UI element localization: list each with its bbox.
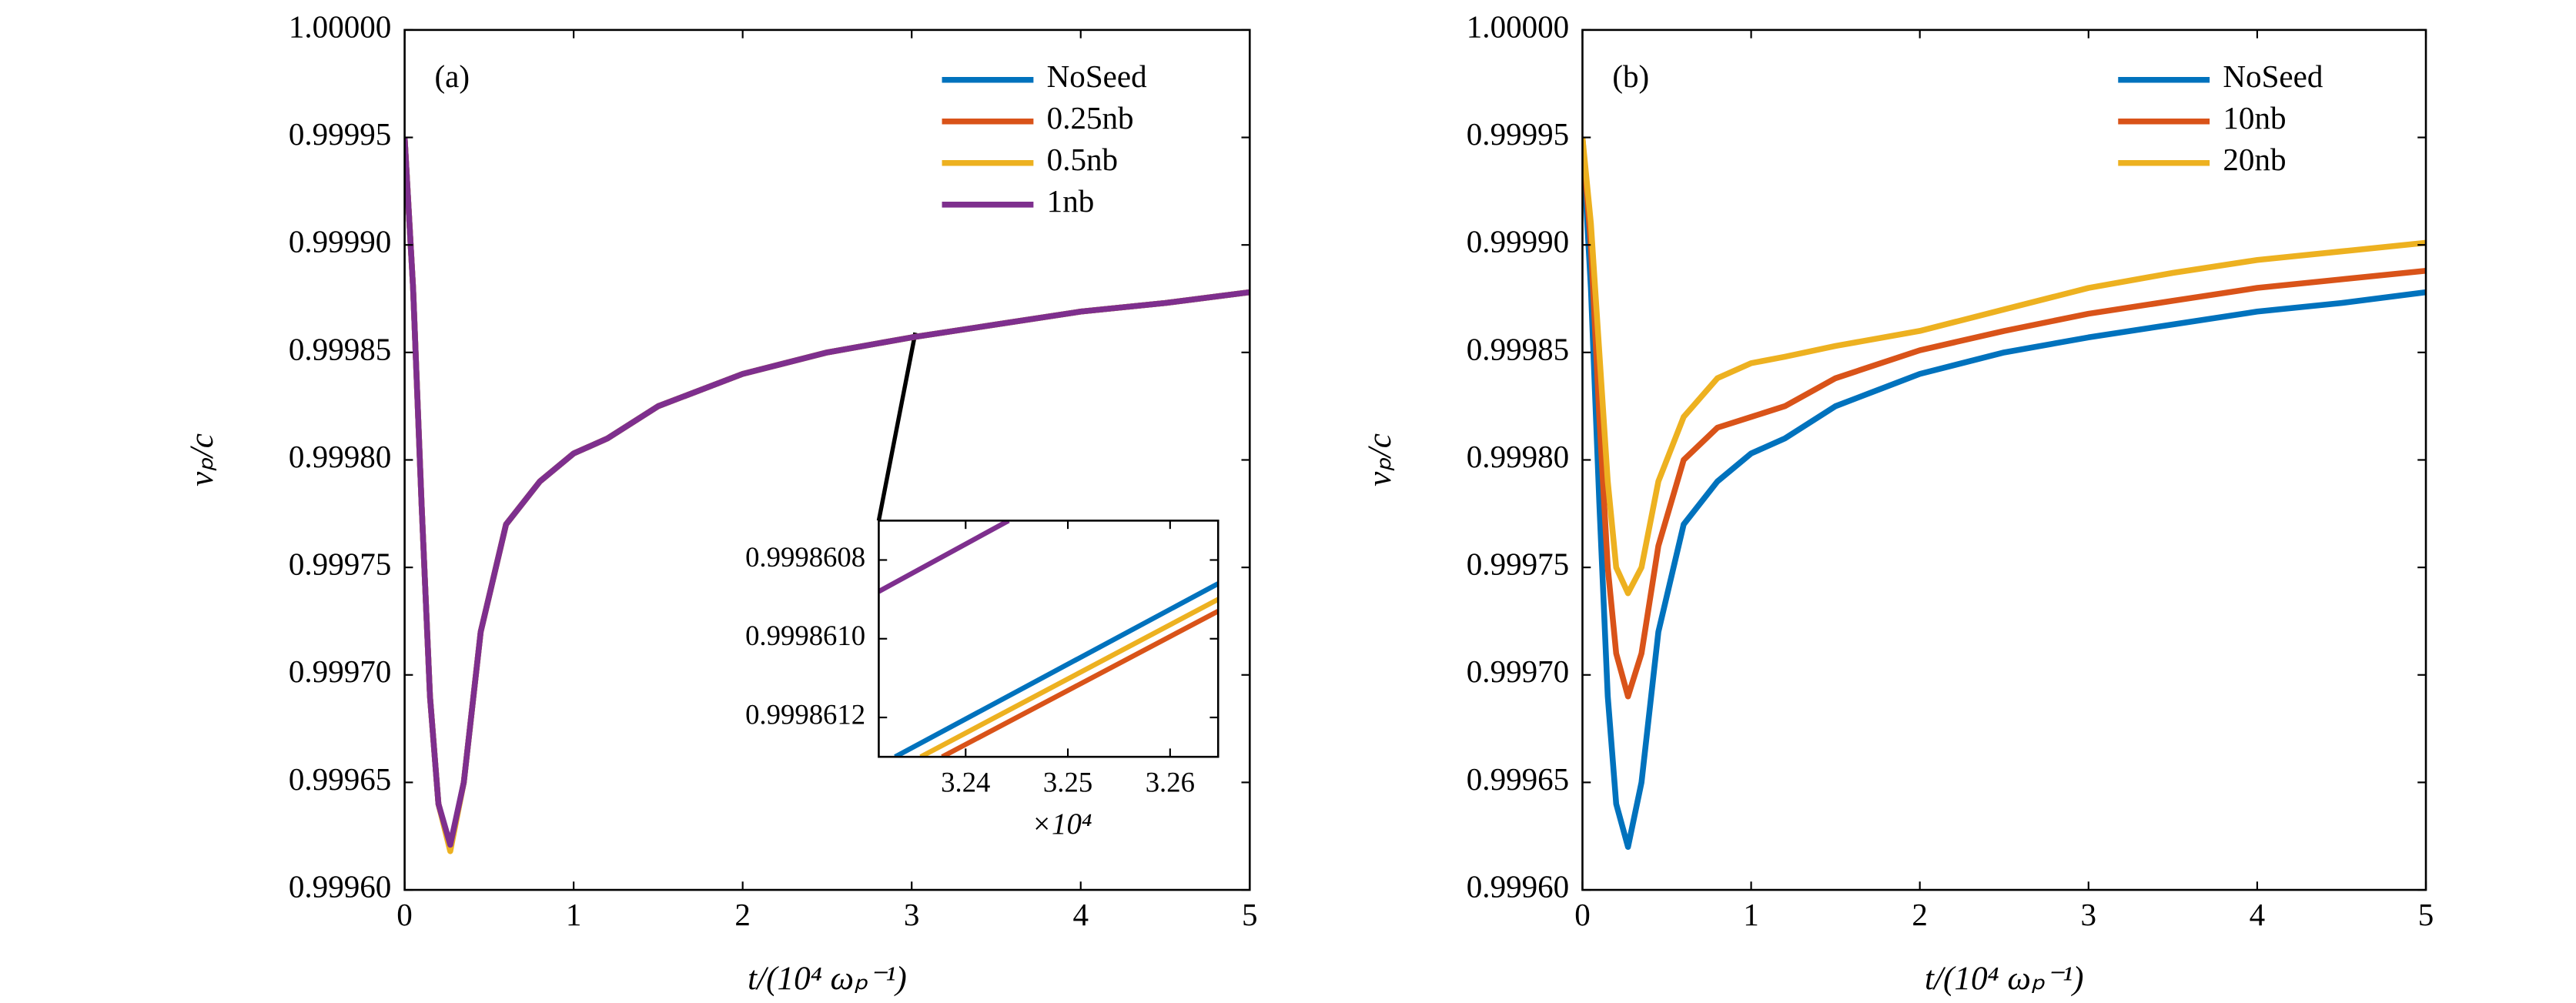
panel-label: (a) [434, 59, 470, 94]
x-tick-label: 2 [734, 897, 751, 932]
x-tick-label: 1 [566, 897, 582, 932]
y-tick-label: 0.99985 [1467, 331, 1569, 366]
series-line [919, 597, 1219, 757]
inset-connector [876, 332, 918, 521]
x-axis-label: t/(10⁴ ωₚ⁻¹) [748, 960, 907, 997]
y-tick-label: 0.99980 [289, 439, 391, 474]
plot-area [404, 137, 1250, 854]
y-tick-label: 0.99970 [289, 654, 391, 689]
y-tick-label: 0.99975 [289, 547, 391, 582]
panel-label: (b) [1612, 59, 1649, 94]
series-line [1582, 137, 2427, 700]
x-tick-label: 3.25 [1043, 766, 1092, 797]
y-tick-label: 0.99960 [289, 868, 391, 904]
legend-label: NoSeed [2223, 59, 2323, 94]
y-tick-label: 0.9998608 [745, 541, 865, 573]
y-tick-label: 0.99975 [1467, 547, 1569, 582]
x-axis-label: t/(10⁴ ωₚ⁻¹) [1925, 960, 2084, 997]
plot-area [1582, 137, 2427, 850]
legend-label: 0.25nb [1047, 100, 1134, 135]
y-tick-label: 0.9998612 [745, 698, 865, 730]
y-tick-label: 0.99995 [1467, 116, 1569, 152]
x-tick-label: 5 [1242, 897, 1258, 932]
y-tick-label: 0.99965 [1467, 761, 1569, 797]
legend-label: 1nb [1047, 183, 1095, 219]
plot-area [878, 520, 1219, 757]
x-tick-label: 5 [2418, 897, 2434, 932]
x-tick-label: 0 [1574, 897, 1591, 932]
x-tick-label: 3 [2081, 897, 2097, 932]
x-tick-label: 2 [1912, 897, 1928, 932]
y-axis-label: vₚ/c [183, 433, 220, 486]
series-line [404, 137, 1250, 848]
legend-label: 0.5nb [1047, 142, 1118, 177]
y-tick-label: 0.9998610 [745, 620, 865, 651]
y-axis-label: vₚ/c [1361, 433, 1398, 486]
x-tick-label: 3.26 [1146, 766, 1195, 797]
x-tick-label: 3.24 [941, 766, 990, 797]
y-tick-label: 0.99965 [289, 761, 391, 797]
series-line [1582, 137, 2427, 850]
y-tick-label: 0.99970 [1467, 654, 1569, 689]
series-line [941, 609, 1219, 757]
y-tick-label: 0.99990 [1467, 224, 1569, 259]
series-line [1582, 137, 2427, 597]
legend-label: NoSeed [1047, 59, 1147, 94]
y-tick-label: 0.99985 [289, 331, 391, 366]
y-tick-label: 0.99990 [289, 224, 391, 259]
y-tick-label: 0.99960 [1467, 868, 1569, 904]
x-tick-label: 4 [2250, 897, 2266, 932]
x-tick-label: 0 [396, 897, 413, 932]
series-line [894, 581, 1219, 757]
y-tick-label: 0.99980 [1467, 439, 1569, 474]
x-tick-label: 4 [1072, 897, 1089, 932]
y-tick-label: 0.99995 [289, 116, 391, 152]
y-tick-label: 1.00000 [289, 8, 391, 44]
x-tick-label: 3 [904, 897, 920, 932]
y-tick-label: 1.00000 [1467, 8, 1569, 44]
x-axis-label: ×10⁴ [1032, 807, 1092, 841]
x-tick-label: 1 [1743, 897, 1759, 932]
series-line [878, 520, 1010, 594]
legend-label: 10nb [2223, 100, 2286, 135]
legend-label: 20nb [2223, 142, 2286, 177]
